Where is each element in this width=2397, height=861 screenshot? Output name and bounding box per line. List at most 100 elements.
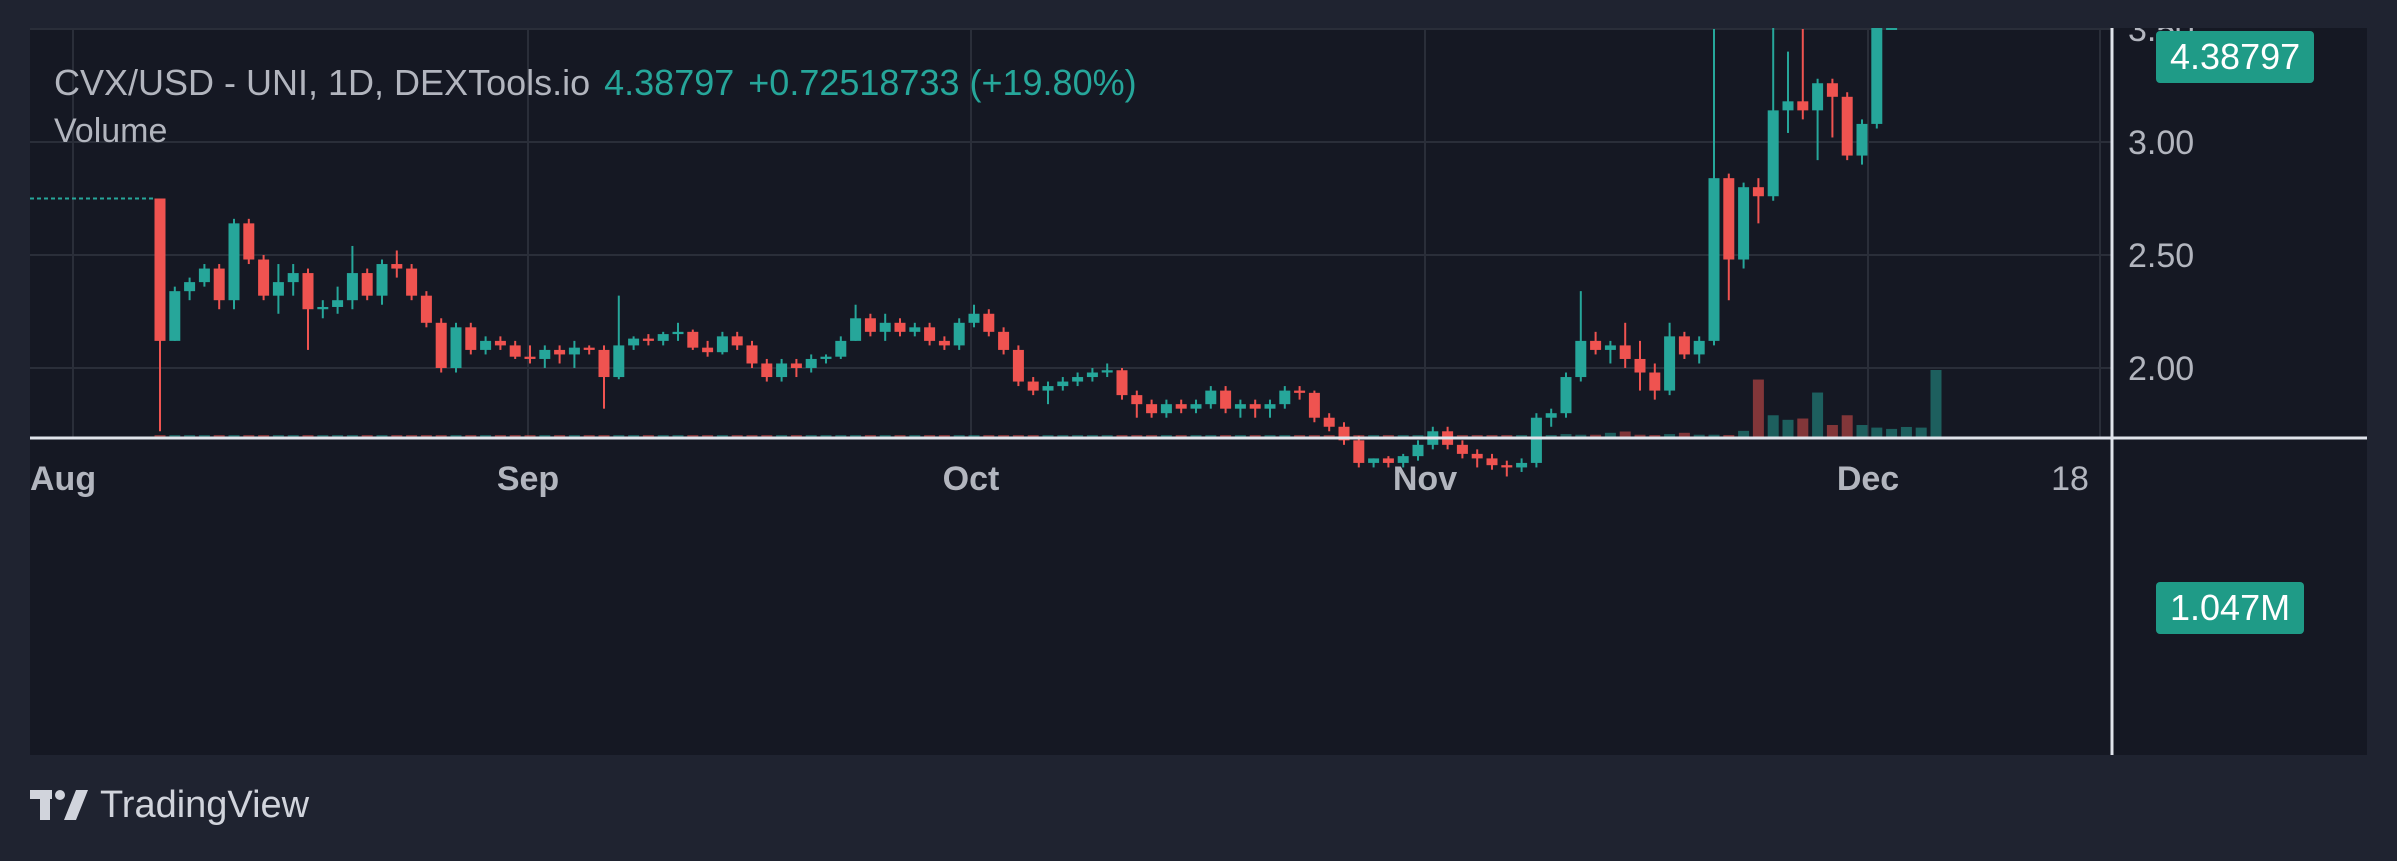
volume-bar xyxy=(1708,434,1720,438)
tradingview-branding[interactable]: TradingView xyxy=(30,780,309,830)
candle-body xyxy=(746,345,758,364)
volume-bar xyxy=(1856,425,1868,438)
candle-body xyxy=(1308,392,1320,418)
candle-body xyxy=(1264,404,1276,409)
candle-body xyxy=(554,349,566,355)
candle-body xyxy=(184,282,196,292)
candle-body xyxy=(287,273,299,283)
candle-body xyxy=(1012,349,1024,382)
candle-body xyxy=(1072,377,1084,382)
candle-body xyxy=(465,327,477,350)
volume-bar xyxy=(1886,428,1898,438)
candle-body xyxy=(213,268,225,301)
candle-body xyxy=(1826,83,1838,97)
candle-body xyxy=(1382,458,1394,463)
candle-body xyxy=(716,336,728,353)
candle-body xyxy=(228,223,240,301)
candle-body xyxy=(1871,28,1883,124)
candle-body xyxy=(435,322,447,368)
volume-bar xyxy=(1812,392,1824,438)
candle-body xyxy=(1160,404,1172,414)
candle-body xyxy=(568,347,580,355)
candle-body xyxy=(820,356,832,359)
chart-legend: CVX/USD - UNI, 1D, DEXTools.io 4.38797 +0.… xyxy=(54,62,1137,104)
candle-body xyxy=(1649,372,1661,391)
candle-body xyxy=(1619,345,1631,359)
candle-body xyxy=(805,358,817,368)
candle-body xyxy=(1412,444,1424,457)
candle-body xyxy=(302,273,314,310)
candle-body xyxy=(317,306,329,310)
candle-body xyxy=(909,327,921,332)
candle-body xyxy=(480,340,492,350)
candle-body xyxy=(1042,386,1054,391)
candle-body xyxy=(376,264,388,296)
candle-body xyxy=(998,331,1010,350)
volume-bar xyxy=(1619,431,1631,438)
candle-body xyxy=(968,313,980,323)
candle-body xyxy=(169,291,181,341)
candle-body xyxy=(539,349,551,359)
volume-bar xyxy=(1930,370,1942,438)
volume-bar xyxy=(1797,418,1809,438)
candle-body xyxy=(1634,358,1646,373)
candle-body xyxy=(1057,381,1069,387)
volume-bar xyxy=(1915,427,1927,438)
candle-body xyxy=(1752,187,1764,197)
candle-body xyxy=(613,345,625,378)
candle-body xyxy=(1575,340,1587,378)
candle-body xyxy=(198,268,210,283)
candle-body xyxy=(1249,404,1261,409)
candle-body xyxy=(1604,345,1616,350)
x-tick-label: Oct xyxy=(943,460,1000,498)
candle-body xyxy=(702,347,714,353)
candle-body xyxy=(361,273,373,296)
candle-body xyxy=(1279,390,1291,405)
volume-bar xyxy=(1590,434,1602,438)
volume-bar xyxy=(1604,432,1616,438)
candle-body xyxy=(258,259,270,296)
candle-body xyxy=(983,313,995,332)
candle-body xyxy=(731,336,743,346)
last-price: 4.38797 xyxy=(604,62,735,103)
x-tick-label: 18 xyxy=(2051,460,2089,498)
candle-body xyxy=(1486,458,1498,466)
candle-body xyxy=(1205,390,1217,405)
volume-bar xyxy=(1826,425,1838,438)
candle-body xyxy=(494,340,506,346)
volume-bar xyxy=(1767,415,1779,438)
candle-body xyxy=(1590,340,1602,350)
candle-body xyxy=(672,331,684,335)
candle-body xyxy=(598,349,610,378)
volume-bar xyxy=(1782,419,1794,438)
price-change: +0.72518733 xyxy=(748,62,960,103)
candle-body xyxy=(879,322,891,332)
candle-body xyxy=(1175,404,1187,409)
candle-body xyxy=(1812,83,1824,111)
x-tick-label: Dec xyxy=(1837,460,1899,498)
volume-bar xyxy=(1634,434,1646,438)
candle-body xyxy=(1516,462,1528,468)
candle-body xyxy=(1234,404,1246,409)
candle-body xyxy=(1294,390,1306,393)
candle-body xyxy=(642,338,654,341)
candle-body xyxy=(1678,336,1690,355)
candle-body xyxy=(1782,101,1794,111)
last-price-badge: 4.38797 xyxy=(2156,31,2315,83)
candle-body xyxy=(953,322,965,346)
candle-body xyxy=(1456,444,1468,454)
candle-body xyxy=(524,356,536,359)
candle-body xyxy=(1146,404,1158,414)
candle-body xyxy=(687,331,699,348)
candle-body xyxy=(894,322,906,332)
candle-body xyxy=(1220,390,1232,409)
x-tick-label: Sep xyxy=(497,460,559,498)
candle-body xyxy=(346,273,358,301)
candle-body xyxy=(1856,123,1868,156)
candle-body xyxy=(1338,426,1350,441)
volume-bar xyxy=(1752,379,1764,438)
candle-body xyxy=(1190,404,1202,409)
candle-body xyxy=(1545,413,1557,418)
